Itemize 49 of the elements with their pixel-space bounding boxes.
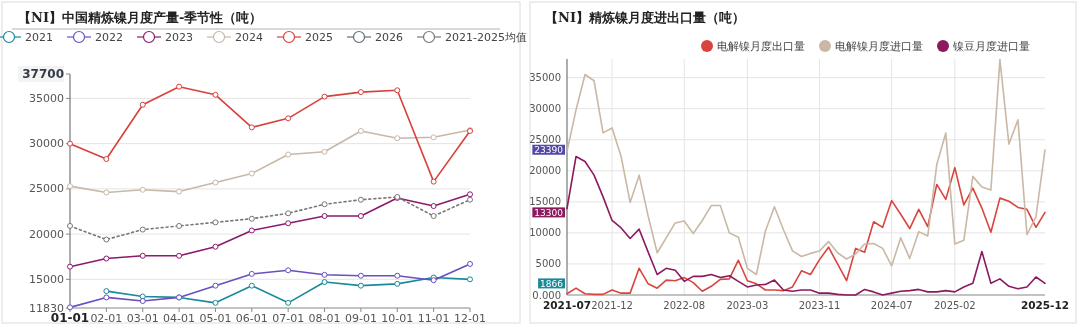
y-tick-label: 20000 bbox=[29, 227, 64, 241]
x-tick-label: 01-01 bbox=[50, 311, 90, 325]
annotation: 1866 bbox=[540, 278, 564, 289]
y-tick-label: 37700 bbox=[22, 66, 64, 81]
chart-title: 【NI】中国精炼镍月度产量-季节性（吨） bbox=[18, 10, 263, 25]
x-tick-label: 2024-07 bbox=[870, 300, 913, 311]
legend-label: 2021-2025均值 bbox=[445, 31, 527, 44]
legend-label: 2022 bbox=[95, 31, 124, 44]
x-tick-label: 03-01 bbox=[126, 312, 159, 325]
y-tick-label: 35000 bbox=[29, 91, 64, 105]
x-tick-label: 2025-02 bbox=[933, 300, 976, 311]
x-tick-label: 02-01 bbox=[90, 312, 123, 325]
legend-label: 镍豆月度进口量 bbox=[952, 40, 1030, 53]
y-tick-label: 0.000 bbox=[532, 289, 561, 301]
x-tick-label: 11-01 bbox=[417, 312, 450, 325]
legend-label: 电解镍月度出口量 bbox=[717, 40, 805, 53]
y-tick-label: 15000 bbox=[529, 196, 561, 208]
x-tick-label: 06-01 bbox=[235, 312, 268, 325]
x-tick-label: 2025-12 bbox=[1020, 299, 1070, 311]
legend-label: 2024 bbox=[235, 31, 264, 44]
y-tick-label: 5000 bbox=[535, 258, 561, 270]
x-tick-label: 09-01 bbox=[344, 312, 377, 325]
x-tick-label: 04-01 bbox=[163, 312, 196, 325]
x-tick-label: 2022-08 bbox=[663, 300, 706, 311]
y-tick-label: 30000 bbox=[29, 137, 64, 151]
x-tick-label: 08-01 bbox=[308, 312, 341, 325]
y-tick-label: 10000 bbox=[529, 227, 561, 239]
legend-label: 2025 bbox=[305, 31, 334, 44]
x-tick-label: 2023-11 bbox=[798, 300, 841, 311]
legend-label: 2023 bbox=[165, 31, 194, 44]
y-tick-label: 30000 bbox=[529, 103, 561, 115]
annotation: 23390 bbox=[534, 144, 564, 155]
y-tick-label: 20000 bbox=[529, 165, 561, 177]
x-tick-label: 2021-07 bbox=[542, 299, 592, 311]
legend-label: 电解镍月度进口量 bbox=[835, 40, 923, 53]
chart-title: 【NI】精炼镍月度进出口量（吨） bbox=[545, 10, 745, 25]
legend-label: 2026 bbox=[375, 31, 404, 44]
y-tick-label: 15000 bbox=[29, 272, 64, 286]
annotation: 13300 bbox=[534, 207, 564, 218]
x-tick-label: 2023-03 bbox=[726, 300, 769, 311]
legend-label: 2021 bbox=[25, 31, 54, 44]
x-tick-label: 05-01 bbox=[199, 312, 232, 325]
y-tick-label: 25000 bbox=[529, 134, 561, 146]
y-tick-label: 25000 bbox=[29, 182, 64, 196]
x-tick-label: 10-01 bbox=[381, 312, 414, 325]
y-tick-label: 35000 bbox=[529, 72, 561, 84]
x-tick-label: 12-01 bbox=[454, 312, 486, 325]
x-tick-label: 2021-12 bbox=[591, 300, 633, 311]
x-tick-label: 07-01 bbox=[272, 312, 305, 325]
